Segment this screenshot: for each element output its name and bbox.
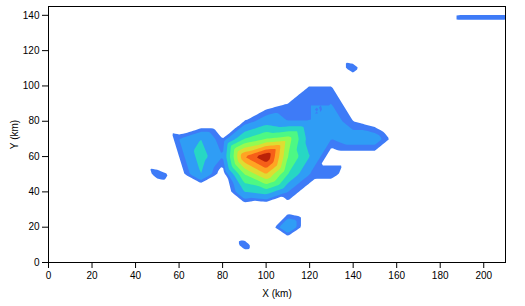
svg-text:100: 100: [258, 270, 275, 281]
svg-text:Y (km): Y (km): [9, 120, 20, 149]
svg-text:X (km): X (km): [262, 288, 291, 299]
svg-text:200: 200: [475, 270, 492, 281]
svg-text:140: 140: [23, 10, 40, 21]
svg-text:60: 60: [174, 270, 186, 281]
svg-text:0: 0: [34, 257, 40, 268]
svg-text:160: 160: [388, 270, 405, 281]
svg-text:100: 100: [23, 80, 40, 91]
svg-text:120: 120: [301, 270, 318, 281]
svg-text:140: 140: [345, 270, 362, 281]
svg-text:80: 80: [217, 270, 229, 281]
svg-text:40: 40: [130, 270, 142, 281]
svg-text:40: 40: [28, 186, 40, 197]
svg-text:80: 80: [28, 115, 40, 126]
svg-text:0: 0: [46, 270, 52, 281]
svg-text:20: 20: [86, 270, 98, 281]
svg-text:60: 60: [28, 151, 40, 162]
svg-text:20: 20: [28, 221, 40, 232]
svg-text:120: 120: [23, 45, 40, 56]
svg-text:180: 180: [432, 270, 449, 281]
